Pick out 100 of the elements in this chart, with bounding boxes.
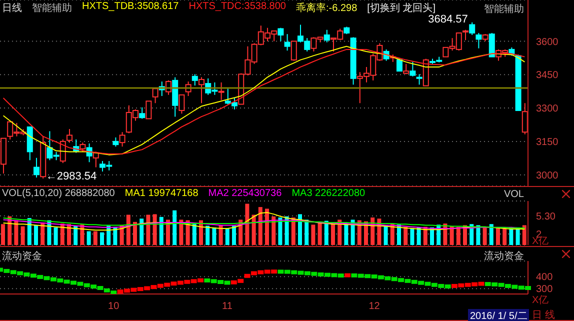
bar <box>522 225 526 245</box>
candlestick <box>86 142 92 163</box>
candlestick <box>66 128 72 144</box>
bar <box>416 227 421 245</box>
bar <box>384 226 388 245</box>
bar <box>272 216 276 245</box>
bar <box>206 226 210 245</box>
bar <box>34 225 38 245</box>
annotation: 流动资金 <box>484 250 524 263</box>
bar <box>54 227 58 245</box>
candlestick <box>178 94 185 114</box>
bar <box>140 218 144 245</box>
bar <box>86 231 91 245</box>
candlestick <box>410 61 416 77</box>
bar <box>509 228 514 245</box>
text: VOL <box>504 189 524 200</box>
candlestick <box>192 74 198 86</box>
bar <box>225 228 230 245</box>
bar <box>502 228 507 245</box>
text: 2016/ 1/ 5/二 <box>468 309 530 321</box>
bar <box>146 214 150 245</box>
candlestick <box>476 32 482 49</box>
bar <box>331 224 335 245</box>
bar <box>476 225 480 245</box>
y-tick-label: 3450 <box>536 70 559 82</box>
bar <box>265 208 269 245</box>
candlestick <box>469 22 476 36</box>
bar <box>152 214 157 245</box>
text: MA2 225430736 <box>208 188 282 199</box>
bar <box>218 225 223 245</box>
bar <box>67 224 71 245</box>
y-tick-label: 3600 <box>536 36 559 48</box>
candlestick <box>462 29 468 41</box>
bar <box>74 226 78 245</box>
bar <box>166 220 170 245</box>
text: MA3 226222080 <box>292 188 366 199</box>
candlestick <box>278 27 284 42</box>
candlestick <box>396 58 402 72</box>
candlestick <box>284 34 290 52</box>
annotation: [切换到 龙回头] <box>367 2 436 14</box>
bar <box>318 222 322 245</box>
bar <box>456 226 460 245</box>
bar <box>450 226 454 245</box>
bar <box>278 218 282 245</box>
bar <box>410 228 414 245</box>
bar <box>100 232 104 245</box>
bar <box>338 220 342 245</box>
candlestick <box>34 157 40 178</box>
bar <box>1 224 5 245</box>
candlestick <box>152 87 158 104</box>
y-tick-label: 5.30 <box>536 211 556 222</box>
bar <box>232 226 236 245</box>
y-tick-label: 3150 <box>536 137 559 148</box>
candlestick <box>198 76 204 104</box>
bar <box>133 222 137 245</box>
bar <box>470 224 474 245</box>
bar <box>93 231 98 245</box>
text: MA1 199747168 <box>124 188 198 199</box>
bar <box>252 214 256 245</box>
bar <box>179 220 184 245</box>
bar <box>404 226 408 245</box>
bar <box>298 214 302 245</box>
candlestick <box>146 100 152 120</box>
bar <box>324 220 328 245</box>
y-tick-label: 3000 <box>536 170 559 182</box>
annotation: 乖离率:-6.298 <box>296 2 358 15</box>
bar <box>311 224 316 245</box>
bar <box>344 224 348 245</box>
annotation: 3684.57 <box>428 13 468 26</box>
text: HXTS_TDC:3538.800 <box>188 1 286 14</box>
bar <box>245 204 250 245</box>
x-tick-label: 10 <box>108 301 120 312</box>
annotation: 智能辅助 <box>484 2 524 16</box>
candlestick <box>324 29 330 43</box>
y-tick-label: 300 <box>536 284 554 296</box>
bar <box>489 224 494 245</box>
x-tick-label: 11 <box>222 301 233 312</box>
text: X亿 <box>532 294 549 307</box>
candlestick <box>290 40 297 62</box>
x-tick-label: 12 <box>368 301 380 312</box>
annotation: 智能辅助 <box>32 2 72 15</box>
candlestick <box>488 32 495 58</box>
bar <box>60 224 64 245</box>
candlestick <box>112 136 119 148</box>
bar <box>14 220 18 245</box>
bar <box>192 224 196 245</box>
candlestick <box>522 102 528 135</box>
bar <box>212 227 216 245</box>
bar <box>172 210 177 245</box>
bar <box>496 228 500 245</box>
text: HXTS_TDB:3508.617 <box>82 1 179 14</box>
series-label: VOL(5,10,20) 268882080 <box>2 188 115 199</box>
text: 日 线 <box>532 308 555 321</box>
candlestick <box>119 132 126 148</box>
annotation: 日线 <box>2 2 22 15</box>
bar <box>258 207 262 245</box>
annotation: ←2983.54 <box>46 170 97 182</box>
bar <box>390 224 394 245</box>
bar <box>304 220 309 245</box>
candlestick <box>416 74 422 86</box>
